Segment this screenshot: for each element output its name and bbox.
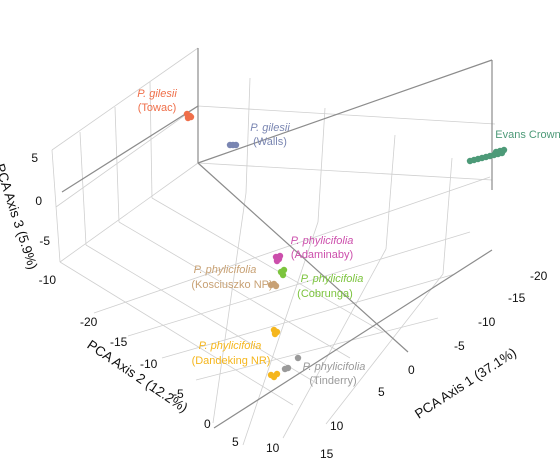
data-point [276,252,284,260]
z-axis-title: PCA Axis 3 (5.9%) [0,162,40,272]
group-label-site: (Kosciuszko NP) [191,279,272,291]
data-point [273,257,281,265]
x-tick-label: -15 [508,291,526,305]
z-axis-ticks: 5 0 -5 -10 [31,151,56,287]
z-tick-label: -5 [39,234,50,248]
x-tick-label: -10 [478,315,496,329]
group-label-site: (Adaminaby) [291,249,353,261]
data-point [280,266,288,274]
x-tick-label: -5 [454,339,465,353]
y-tick-label: 5 [232,435,239,449]
x-axis-ticks: -20 -15 -10 -5 0 5 10 [330,269,548,433]
axis-frame [61,48,493,429]
data-point [232,141,240,149]
data-point [187,113,195,121]
group-labels: P. gilesii (Towac) P. gilesii (Walls) Ev… [137,88,560,387]
group-label-site: Evans Crown [495,129,560,141]
z-tick-label: 5 [31,151,38,165]
y-tick-label: 0 [204,417,211,431]
x-tick-label: -20 [530,269,548,283]
data-point [294,354,302,362]
x-axis-title: PCA Axis 1 (37.1%) [412,345,519,422]
data-point [279,271,287,279]
group-label-species: P. phylicifolia [301,273,364,285]
grid-wall-left [51,47,199,263]
group-label-site: (Dandeking NR) [192,355,271,367]
data-point [273,370,281,378]
group-label-species: P. phylicifolia [303,361,366,373]
y-axis-ticks: -20 -15 -10 -5 0 5 10 15 [80,315,334,461]
group-label-site: (Cobrunga) [297,288,353,300]
group-label-site: (Tinderry) [309,375,356,387]
y-tick-label: 15 [320,447,334,461]
y-tick-label: -20 [80,315,98,329]
data-point [284,364,292,372]
group-label-species: P. phylicifolia [199,340,262,352]
data-point [272,282,280,290]
y-tick-label: -15 [110,335,128,349]
z-tick-label: 0 [35,194,42,208]
group-label-species: P. gilesii [250,122,290,134]
group-label-site: (Towac) [138,102,177,114]
z-tick-label: -10 [39,273,57,287]
x-tick-label: 5 [378,385,385,399]
data-point [500,146,508,154]
data-points [183,110,508,381]
group-label-species: P. gilesii [137,88,177,100]
y-tick-label: -5 [173,387,184,401]
y-tick-label: -10 [140,357,158,371]
y-tick-label: 10 [266,441,280,455]
group-label-species: P. phylicifolia [194,264,257,276]
group-label-site: (Walls) [253,136,287,148]
y-axis-title: PCA Axis 2 (12.2%) [84,337,190,415]
x-tick-label: 10 [330,419,344,433]
group-label-species: P. phylicifolia [291,235,354,247]
x-tick-label: 0 [408,363,415,377]
grid-wall-right [197,77,496,275]
data-point [271,330,279,338]
grid-floor [59,176,491,446]
